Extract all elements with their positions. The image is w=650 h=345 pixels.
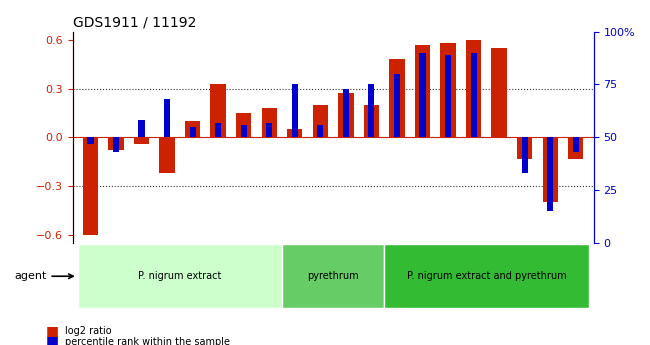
- Bar: [389, 59, 405, 137]
- Bar: [292, 85, 298, 137]
- Text: agent: agent: [14, 271, 73, 281]
- Bar: [138, 120, 144, 137]
- Bar: [190, 127, 196, 137]
- Text: pyrethrum: pyrethrum: [307, 271, 359, 281]
- Bar: [211, 83, 226, 137]
- Text: GDS1911 / 11192: GDS1911 / 11192: [73, 15, 196, 29]
- Bar: [491, 48, 507, 137]
- Bar: [547, 137, 553, 211]
- Bar: [87, 137, 94, 144]
- Bar: [266, 122, 272, 137]
- Bar: [113, 137, 119, 152]
- FancyBboxPatch shape: [282, 245, 384, 308]
- Text: percentile rank within the sample: percentile rank within the sample: [65, 337, 230, 345]
- Bar: [543, 137, 558, 203]
- Bar: [287, 129, 302, 137]
- Bar: [134, 137, 150, 144]
- Bar: [338, 93, 354, 137]
- Bar: [419, 53, 426, 137]
- Bar: [445, 55, 451, 137]
- Bar: [364, 105, 379, 137]
- Text: ■: ■: [46, 335, 58, 345]
- Bar: [240, 125, 247, 137]
- Bar: [568, 137, 584, 158]
- Bar: [109, 137, 124, 150]
- Bar: [164, 99, 170, 137]
- Bar: [317, 125, 324, 137]
- Bar: [369, 85, 374, 137]
- Bar: [215, 122, 221, 137]
- Bar: [466, 40, 481, 137]
- FancyBboxPatch shape: [77, 245, 282, 308]
- Bar: [313, 105, 328, 137]
- Bar: [441, 43, 456, 137]
- Bar: [159, 137, 175, 173]
- Bar: [573, 137, 579, 152]
- Bar: [415, 45, 430, 137]
- Bar: [185, 121, 200, 137]
- Text: ■: ■: [46, 324, 58, 338]
- Bar: [521, 137, 528, 173]
- Bar: [471, 53, 476, 137]
- Text: P. nigrum extract and pyrethrum: P. nigrum extract and pyrethrum: [406, 271, 566, 281]
- FancyBboxPatch shape: [384, 245, 588, 308]
- Bar: [394, 74, 400, 137]
- Bar: [343, 89, 349, 137]
- Bar: [517, 137, 532, 158]
- Text: P. nigrum extract: P. nigrum extract: [138, 271, 222, 281]
- Text: log2 ratio: log2 ratio: [65, 326, 112, 336]
- Bar: [236, 113, 252, 137]
- Bar: [83, 137, 98, 235]
- Bar: [261, 108, 277, 137]
